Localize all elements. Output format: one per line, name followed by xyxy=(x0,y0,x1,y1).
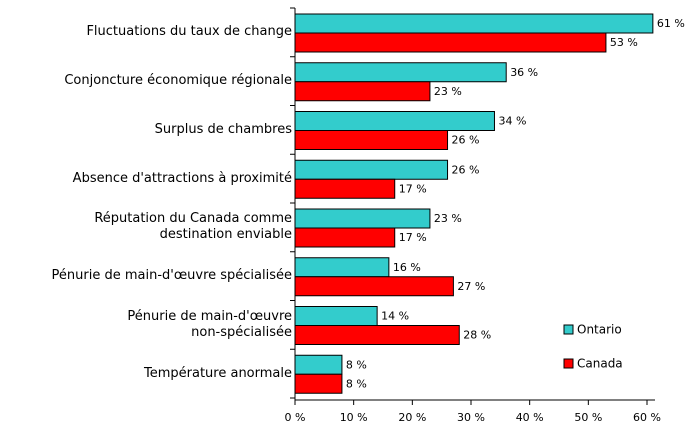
bar xyxy=(294,373,343,394)
category-label: Réputation du Canada comme destination e… xyxy=(94,211,292,243)
category-label: Fluctuations du taux de change xyxy=(86,24,292,40)
x-tick-label: 50 % xyxy=(574,411,602,424)
x-tick-label: 30 % xyxy=(457,411,485,424)
bar xyxy=(294,111,495,131)
value-label: 53 % xyxy=(610,36,638,49)
bar xyxy=(294,81,431,102)
category-label: Surplus de chambres xyxy=(154,121,292,137)
bar xyxy=(294,208,431,229)
value-label: 17 % xyxy=(399,231,427,244)
value-label: 17 % xyxy=(399,182,427,195)
value-label: 8 % xyxy=(346,377,367,390)
legend-swatch xyxy=(563,324,574,335)
bar xyxy=(294,354,343,375)
bar xyxy=(294,130,449,150)
value-label: 26 % xyxy=(452,163,480,176)
value-label: 28 % xyxy=(463,329,491,342)
bar xyxy=(294,306,378,326)
value-label: 23 % xyxy=(434,85,462,98)
value-label: 61 % xyxy=(657,17,685,30)
bar xyxy=(294,13,654,34)
legend-swatch xyxy=(563,358,574,369)
bar xyxy=(294,276,454,297)
category-label: Pénurie de main-d'œuvre non-spécialisée xyxy=(127,308,292,340)
value-label: 23 % xyxy=(434,212,462,225)
category-label: Absence d'attractions à proximité xyxy=(72,170,292,186)
bar xyxy=(294,227,396,248)
legend-label: Ontario xyxy=(577,323,622,337)
x-tick-label: 40 % xyxy=(516,411,544,424)
bar xyxy=(294,257,390,278)
bar xyxy=(294,62,507,83)
value-label: 16 % xyxy=(393,261,421,274)
value-label: 36 % xyxy=(510,66,538,79)
x-tick-label: 60 % xyxy=(633,411,661,424)
bar xyxy=(294,325,460,345)
legend-label: Canada xyxy=(577,357,623,371)
value-label: 14 % xyxy=(381,310,409,323)
bar xyxy=(294,159,449,180)
x-tick-label: 0 % xyxy=(285,411,306,424)
value-label: 34 % xyxy=(498,115,526,128)
value-label: 27 % xyxy=(457,280,485,293)
category-label: Température anormale xyxy=(144,365,292,381)
category-label: Conjoncture économique régionale xyxy=(64,73,292,89)
bar xyxy=(294,178,396,199)
value-label: 26 % xyxy=(452,134,480,147)
category-label: Pénurie de main-d'œuvre spécialisée xyxy=(51,268,292,284)
x-tick-label: 20 % xyxy=(398,411,426,424)
bar xyxy=(294,32,607,53)
x-tick-label: 10 % xyxy=(340,411,368,424)
value-label: 8 % xyxy=(346,358,367,371)
